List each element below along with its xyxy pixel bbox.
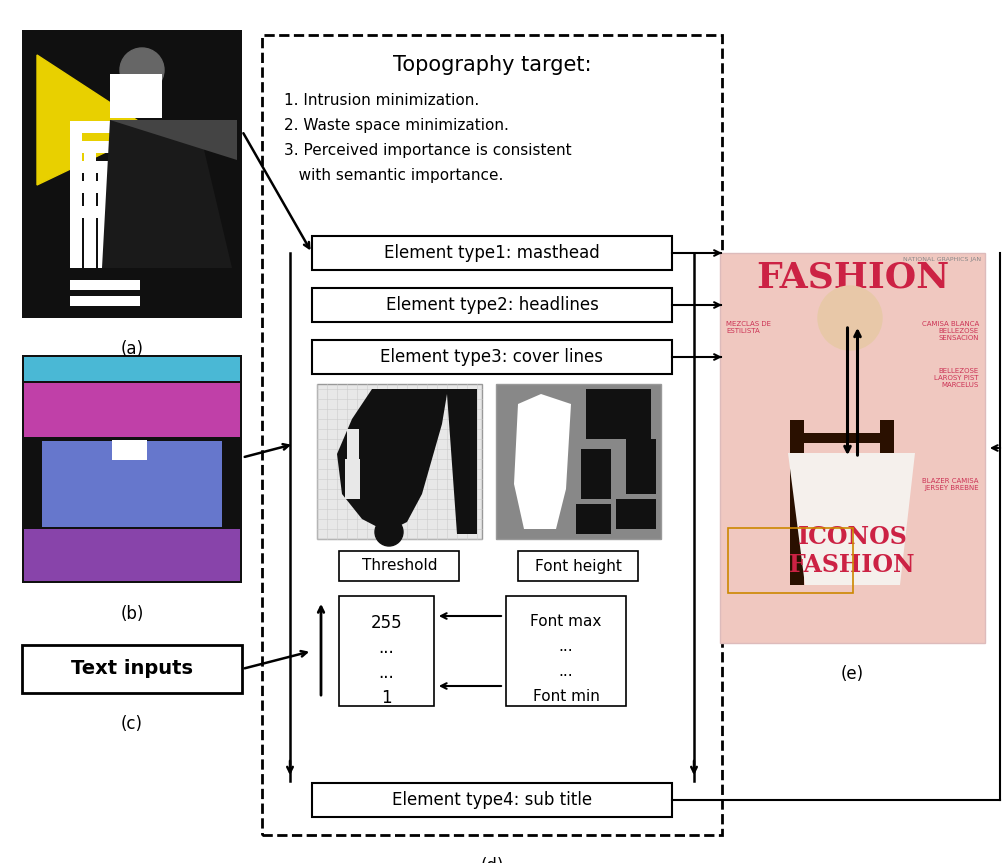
Bar (110, 74, 162, 118)
Bar (347, 429, 359, 459)
Text: BLAZER CAMISA
JERSEY BREBNE: BLAZER CAMISA JERSEY BREBNE (922, 478, 978, 491)
Bar (84, 153, 96, 268)
Bar (575, 504, 610, 534)
Text: Threshold: Threshold (362, 558, 437, 574)
Bar (262, 35, 721, 835)
Text: ...: ... (378, 639, 394, 657)
Bar (518, 551, 638, 581)
Bar (22, 355, 241, 583)
Bar (70, 296, 140, 306)
Text: 255: 255 (371, 614, 402, 632)
Circle shape (375, 518, 403, 546)
Bar (24, 383, 239, 437)
Text: ...: ... (558, 664, 573, 679)
Bar (317, 384, 482, 539)
Bar (312, 236, 671, 270)
Text: CAMISA BLANCA
BELLEZOSE
SENSACION: CAMISA BLANCA BELLEZOSE SENSACION (921, 321, 978, 341)
Bar (727, 528, 852, 593)
Text: (d): (d) (480, 857, 503, 863)
Text: ...: ... (558, 639, 573, 654)
Bar (70, 161, 140, 173)
Polygon shape (37, 55, 152, 185)
Text: 3. Perceived importance is consistent: 3. Perceived importance is consistent (284, 143, 571, 158)
Bar (70, 280, 140, 290)
Text: 2. Waste space minimization.: 2. Waste space minimization. (284, 118, 508, 133)
Bar (70, 121, 140, 133)
Bar (312, 783, 671, 817)
Bar (790, 433, 893, 443)
Text: (e): (e) (840, 665, 863, 683)
Text: (b): (b) (120, 605, 143, 623)
Text: Element type1: masthead: Element type1: masthead (384, 244, 599, 262)
Text: 1. Intrusion minimization.: 1. Intrusion minimization. (284, 93, 479, 108)
Bar (24, 357, 239, 381)
Text: (c): (c) (121, 715, 143, 733)
Text: NATIONAL GRAPHICS JAN: NATIONAL GRAPHICS JAN (902, 257, 980, 262)
Bar (70, 181, 140, 193)
Bar (339, 596, 434, 706)
Bar (42, 441, 221, 527)
Polygon shape (337, 389, 477, 534)
Bar (585, 389, 650, 439)
Bar (879, 420, 893, 585)
Polygon shape (102, 120, 231, 268)
Circle shape (818, 286, 881, 350)
Polygon shape (788, 453, 914, 585)
Bar (719, 253, 984, 643)
Bar (112, 440, 147, 460)
Bar (790, 460, 893, 468)
Bar (70, 141, 140, 153)
Text: Font height: Font height (534, 558, 621, 574)
Polygon shape (513, 394, 570, 529)
Bar (70, 128, 82, 268)
Circle shape (120, 48, 164, 92)
Text: Element type4: sub title: Element type4: sub title (392, 791, 591, 809)
Text: FASHION: FASHION (756, 261, 948, 295)
Bar (312, 288, 671, 322)
Text: Text inputs: Text inputs (71, 659, 192, 678)
Bar (345, 459, 360, 499)
Bar (24, 529, 239, 581)
Polygon shape (110, 120, 236, 160)
Text: Element type2: headlines: Element type2: headlines (385, 296, 598, 314)
Bar (22, 30, 241, 318)
Text: Topography target:: Topography target: (393, 55, 590, 75)
Text: (a): (a) (120, 340, 143, 358)
Text: 1: 1 (381, 689, 392, 707)
Text: with semantic importance.: with semantic importance. (284, 168, 503, 183)
Bar (625, 439, 655, 494)
Text: Font max: Font max (530, 614, 601, 629)
Bar (790, 420, 804, 585)
Text: Font min: Font min (532, 689, 599, 704)
Bar (339, 551, 459, 581)
Bar (70, 206, 140, 218)
Bar (505, 596, 625, 706)
Text: MEZCLAS DE
ESTILISTA: MEZCLAS DE ESTILISTA (725, 321, 771, 334)
Bar (22, 645, 241, 693)
Bar (496, 384, 660, 539)
Bar (615, 499, 655, 529)
Bar (312, 340, 671, 374)
Text: BELLEZOSE
LAROSY PIST
MARCELUS: BELLEZOSE LAROSY PIST MARCELUS (934, 368, 978, 388)
Bar (98, 173, 110, 268)
Text: Element type3: cover lines: Element type3: cover lines (380, 348, 603, 366)
Text: ...: ... (378, 664, 394, 682)
Bar (580, 449, 610, 499)
Text: ICONOS
FASHION: ICONOS FASHION (789, 525, 915, 576)
